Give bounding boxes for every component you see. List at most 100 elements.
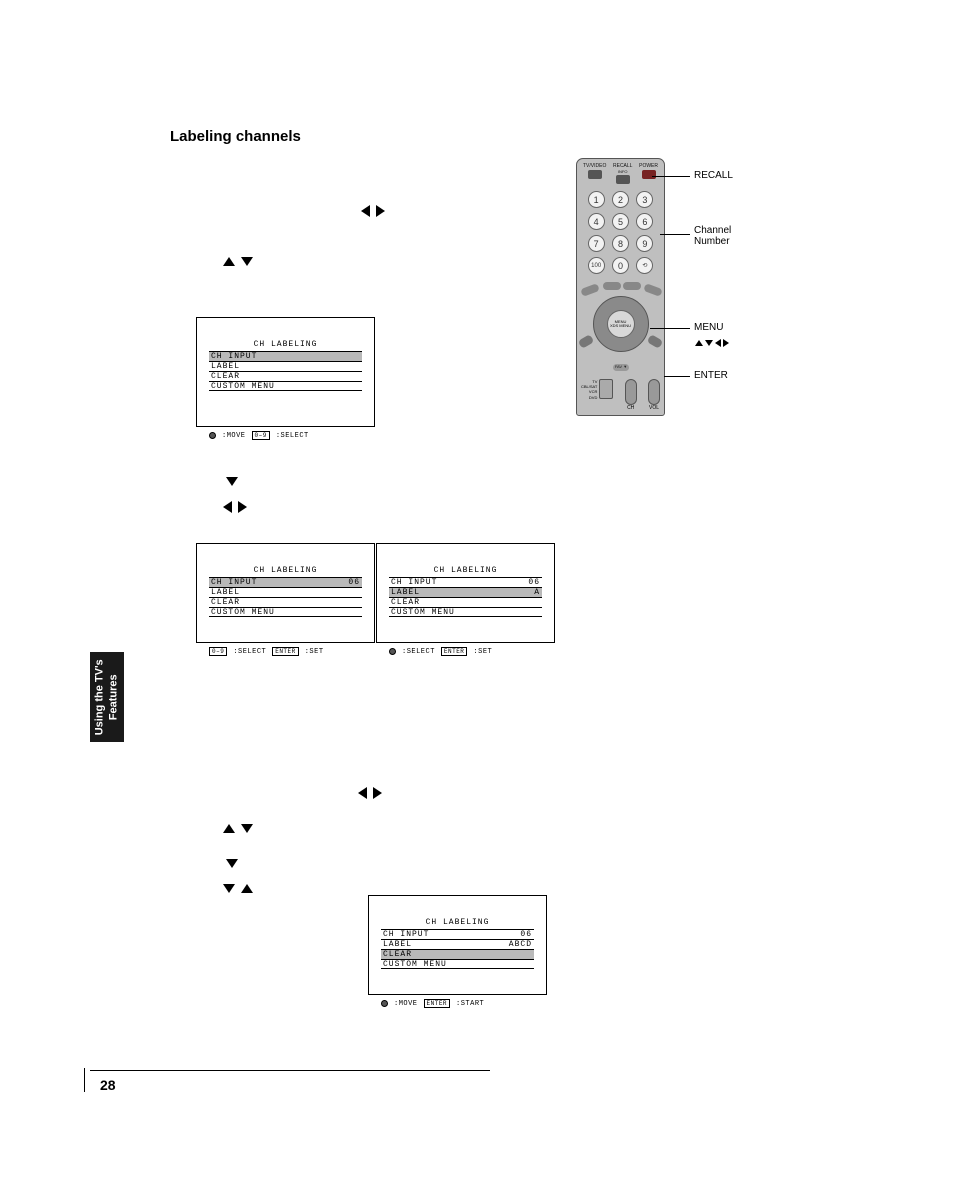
- osd-footer: :MOVEENTER:START: [381, 999, 484, 1008]
- menu-line2: XDS MENU: [610, 324, 631, 328]
- right-arrow-icon: [376, 205, 385, 217]
- down-arrow-icon: [226, 477, 238, 486]
- recall-button: [616, 175, 630, 184]
- arc-btn-3: [623, 282, 641, 290]
- callout-enter: ENTER: [694, 370, 728, 381]
- remote-diagram: TV/VIDEO RECALL INFO POWER 1234567891000…: [576, 158, 665, 416]
- num-1: 1: [588, 191, 605, 208]
- callout-line-recall: [652, 176, 690, 177]
- callout-line-enter: [664, 376, 690, 377]
- arrow-cluster: [220, 880, 256, 898]
- osd-row: CUSTOM MENU: [209, 607, 362, 617]
- osd-footer: 0–9:SELECTENTER:SET: [209, 647, 324, 656]
- num-6: 6: [636, 213, 653, 230]
- mode-labels: TV CBL/SAT VCR DVD: [581, 379, 597, 400]
- callout-line-menu: [650, 328, 690, 329]
- osd-row: CUSTOM MENU: [209, 381, 362, 391]
- osd-menu: CH LABELING CH INPUT06LABELABCDCLEARCUSTO…: [368, 895, 547, 995]
- ch-label: CH: [625, 405, 637, 411]
- osd-menu: CH LABELING CH INPUT06LABELACLEARCUSTOM M…: [376, 543, 555, 643]
- page-footer: 28: [90, 1070, 490, 1093]
- arc-btn-1: [580, 283, 600, 297]
- left-arrow-icon: [223, 501, 232, 513]
- num-7: 7: [588, 235, 605, 252]
- callout-arrows: [694, 338, 730, 349]
- left-arrow-icon: [361, 205, 370, 217]
- power-button: [642, 170, 656, 179]
- down-arrow-icon: [241, 824, 253, 833]
- page-number: 28: [100, 1077, 490, 1093]
- power-label: POWER: [639, 163, 658, 169]
- sidebar-tab-label: Using the TV'sFeatures: [93, 659, 122, 735]
- right-icon: [723, 339, 729, 347]
- down-arrow-icon: [241, 257, 253, 266]
- osd-footer: :SELECTENTER:SET: [389, 647, 492, 656]
- arrow-cluster: [223, 473, 241, 491]
- num-4: 4: [588, 213, 605, 230]
- num-2: 2: [612, 191, 629, 208]
- osd-menu: CH LABELINGCH INPUT06LABELCLEARCUSTOM ME…: [196, 543, 375, 643]
- callout-menu: MENU: [694, 322, 723, 333]
- tvvideo-label: TV/VIDEO: [583, 163, 606, 169]
- osd-title: CH LABELING: [377, 566, 554, 575]
- ch-rocker: [625, 379, 637, 405]
- callout-channel-number: Channel Number: [694, 225, 731, 247]
- num-8: 8: [612, 235, 629, 252]
- osd-row: CUSTOM MENU: [381, 959, 534, 969]
- up-arrow-icon: [223, 257, 235, 266]
- arc-btn-2: [603, 282, 621, 290]
- tvvideo-button: [588, 170, 602, 179]
- remote-dpad: MENU XDS MENU: [593, 296, 649, 352]
- arrow-cluster: [355, 784, 385, 802]
- down-arrow-icon: [223, 884, 235, 893]
- osd-row: CLEAR: [381, 949, 534, 959]
- num-100: 100: [588, 257, 605, 274]
- down-icon: [705, 340, 713, 346]
- osd-row: LABEL: [209, 361, 362, 371]
- up-icon: [695, 340, 703, 346]
- arrow-cluster: [220, 253, 256, 271]
- up-arrow-icon: [241, 884, 253, 893]
- osd-title: CH LABELING: [197, 340, 374, 349]
- callout-recall: RECALL: [694, 170, 733, 181]
- mode-switch: [599, 379, 613, 399]
- osd-row: CLEAR: [209, 371, 362, 381]
- up-arrow-icon: [223, 824, 235, 833]
- info-label: INFO: [613, 169, 632, 174]
- osd-row: CH INPUT06: [381, 929, 534, 939]
- enter-button: [647, 334, 664, 349]
- left-icon: [715, 339, 721, 347]
- osd-title: CH LABELING: [369, 918, 546, 927]
- osd-row: CH INPUT06: [389, 577, 542, 587]
- menu-button: MENU XDS MENU: [607, 310, 635, 338]
- vol-rocker: [648, 379, 660, 405]
- callout-line-chnum: [660, 234, 690, 235]
- num-0: 0: [612, 257, 629, 274]
- osd-row: LABEL: [209, 587, 362, 597]
- osd-title: CH LABELING: [197, 566, 374, 575]
- osd-row: CUSTOM MENU: [389, 607, 542, 617]
- fav-down-button: FAV ▼: [613, 364, 629, 371]
- sidebar-tab: Using the TV'sFeatures: [90, 652, 124, 742]
- osd-row: CLEAR: [389, 597, 542, 607]
- arrow-cluster: [220, 498, 250, 516]
- arrow-cluster: [223, 855, 241, 873]
- osd-menu: CH LABELING CH INPUTLABELCLEARCUSTOM MENU…: [196, 317, 375, 427]
- osd-row: CH INPUT: [209, 351, 362, 361]
- page-title: Labeling channels: [170, 128, 301, 145]
- num-3: 3: [636, 191, 653, 208]
- osd-footer: :MOVE0–9:SELECT: [209, 431, 309, 440]
- right-arrow-icon: [373, 787, 382, 799]
- num-⟲: ⟲: [636, 257, 653, 274]
- arrow-cluster: [358, 202, 388, 220]
- num-5: 5: [612, 213, 629, 230]
- left-arrow-icon: [358, 787, 367, 799]
- down-arrow-icon: [226, 859, 238, 868]
- arrow-cluster: [220, 820, 256, 838]
- osd-row: LABELA: [389, 587, 542, 597]
- num-9: 9: [636, 235, 653, 252]
- osd-row: CLEAR: [209, 597, 362, 607]
- right-arrow-icon: [238, 501, 247, 513]
- remote-numpad: 123 456 789 100 0 ⟲: [587, 191, 655, 274]
- osd-row: LABELABCD: [381, 939, 534, 949]
